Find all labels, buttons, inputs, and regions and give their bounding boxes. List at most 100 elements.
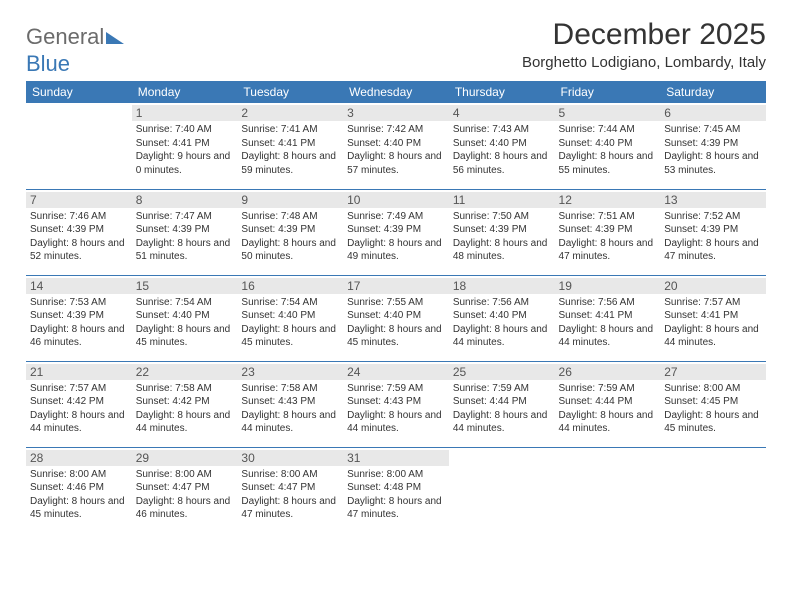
- sunset-text: Sunset: 4:44 PM: [453, 395, 551, 409]
- day-info: Sunrise: 7:49 AMSunset: 4:39 PMDaylight:…: [347, 210, 445, 264]
- calendar-day-cell: 25 Sunrise: 7:59 AMSunset: 4:44 PMDayligh…: [449, 361, 555, 447]
- weekday-header: Monday: [132, 81, 238, 103]
- weekday-header: Saturday: [660, 81, 766, 103]
- day-number: 14: [26, 278, 132, 294]
- sunrise-text: Sunrise: 7:43 AM: [453, 123, 551, 137]
- sunrise-text: Sunrise: 7:56 AM: [453, 296, 551, 310]
- day-number: 12: [555, 192, 661, 208]
- sunset-text: Sunset: 4:39 PM: [241, 223, 339, 237]
- day-number: 25: [449, 364, 555, 380]
- calendar-day-cell: 8Sunrise: 7:47 AMSunset: 4:39 PMDaylight…: [132, 189, 238, 275]
- sunset-text: Sunset: 4:39 PM: [664, 137, 762, 151]
- calendar-day-cell: 18Sunrise: 7:56 AMSunset: 4:40 PMDayligh…: [449, 275, 555, 361]
- sunset-text: Sunset: 4:40 PM: [241, 309, 339, 323]
- day-info: Sunrise: 7:58 AMSunset: 4:42 PMDaylight:…: [136, 382, 234, 436]
- calendar-day-cell: 31 Sunrise: 8:00 AMSunset: 4:48 PMDayligh…: [343, 447, 449, 533]
- sunset-text: Sunset: 4:48 PM: [347, 481, 445, 495]
- daylight-text: Daylight: 8 hours and 44 minutes.: [559, 409, 657, 436]
- day-number: 17: [343, 278, 449, 294]
- sunrise-text: Sunrise: 7:49 AM: [347, 210, 445, 224]
- sunset-text: Sunset: 4:40 PM: [347, 137, 445, 151]
- sunset-text: Sunset: 4:39 PM: [30, 309, 128, 323]
- calendar-day-cell: 6Sunrise: 7:45 AMSunset: 4:39 PMDaylight…: [660, 103, 766, 189]
- calendar-day-cell: 15 Sunrise: 7:54 AMSunset: 4:40 PMDayligh…: [132, 275, 238, 361]
- sunrise-text: Sunrise: 7:59 AM: [453, 382, 551, 396]
- sunset-text: Sunset: 4:40 PM: [347, 309, 445, 323]
- sunset-text: Sunset: 4:46 PM: [30, 481, 128, 495]
- logo-triangle-icon: [106, 32, 124, 44]
- day-number: 13: [660, 192, 766, 208]
- sunrise-text: Sunrise: 7:45 AM: [664, 123, 762, 137]
- calendar-page: General December 2025 Borghetto Lodigian…: [0, 0, 792, 551]
- sunrise-text: Sunrise: 7:44 AM: [559, 123, 657, 137]
- sunset-text: Sunset: 4:45 PM: [664, 395, 762, 409]
- sunset-text: Sunset: 4:47 PM: [136, 481, 234, 495]
- daylight-text: Daylight: 8 hours and 50 minutes.: [241, 237, 339, 264]
- day-info: Sunrise: 7:54 AMSunset: 4:40 PMDaylight:…: [136, 296, 234, 350]
- day-number: 10: [343, 192, 449, 208]
- month-title: December 2025: [522, 18, 766, 52]
- daylight-text: Daylight: 9 hours and 0 minutes.: [136, 150, 234, 177]
- sunrise-text: Sunrise: 7:41 AM: [241, 123, 339, 137]
- calendar-day-cell: 20Sunrise: 7:57 AMSunset: 4:41 PMDayligh…: [660, 275, 766, 361]
- calendar-day-cell: 29Sunrise: 8:00 AMSunset: 4:47 PMDayligh…: [132, 447, 238, 533]
- daylight-text: Daylight: 8 hours and 44 minutes.: [241, 409, 339, 436]
- day-number: 15: [132, 278, 238, 294]
- sunset-text: Sunset: 4:47 PM: [241, 481, 339, 495]
- sunrise-text: Sunrise: 7:56 AM: [559, 296, 657, 310]
- day-number: 19: [555, 278, 661, 294]
- day-number: 31: [343, 450, 449, 466]
- calendar-day-cell: 2Sunrise: 7:41 AMSunset: 4:41 PMDaylight…: [237, 103, 343, 189]
- day-info: Sunrise: 7:59 AMSunset: 4:43 PMDaylight:…: [347, 382, 445, 436]
- day-info: Sunrise: 7:59 AMSunset: 4:44 PMDaylight:…: [453, 382, 551, 436]
- day-number: 22: [132, 364, 238, 380]
- sunrise-text: Sunrise: 8:00 AM: [30, 468, 128, 482]
- day-info: Sunrise: 7:46 AMSunset: 4:39 PMDaylight:…: [30, 210, 128, 264]
- day-info: Sunrise: 7:53 AMSunset: 4:39 PMDaylight:…: [30, 296, 128, 350]
- sunset-text: Sunset: 4:40 PM: [453, 309, 551, 323]
- day-number: 20: [660, 278, 766, 294]
- sunset-text: Sunset: 4:39 PM: [559, 223, 657, 237]
- sunrise-text: Sunrise: 7:42 AM: [347, 123, 445, 137]
- day-info: Sunrise: 8:00 AMSunset: 4:47 PMDaylight:…: [241, 468, 339, 522]
- day-info: Sunrise: 8:00 AMSunset: 4:48 PMDaylight:…: [347, 468, 445, 522]
- day-info: Sunrise: 7:57 AMSunset: 4:42 PMDaylight:…: [30, 382, 128, 436]
- day-number: 5: [555, 105, 661, 121]
- day-number: 7: [26, 192, 132, 208]
- daylight-text: Daylight: 8 hours and 44 minutes.: [664, 323, 762, 350]
- sunrise-text: Sunrise: 8:00 AM: [136, 468, 234, 482]
- day-info: Sunrise: 8:00 AMSunset: 4:46 PMDaylight:…: [30, 468, 128, 522]
- sunrise-text: Sunrise: 7:46 AM: [30, 210, 128, 224]
- daylight-text: Daylight: 8 hours and 46 minutes.: [30, 323, 128, 350]
- day-number: 4: [449, 105, 555, 121]
- daylight-text: Daylight: 8 hours and 45 minutes.: [136, 323, 234, 350]
- sunset-text: Sunset: 4:39 PM: [30, 223, 128, 237]
- day-info: Sunrise: 7:52 AMSunset: 4:39 PMDaylight:…: [664, 210, 762, 264]
- calendar-day-cell: [555, 447, 661, 533]
- calendar-day-cell: 22 Sunrise: 7:58 AMSunset: 4:42 PMDayligh…: [132, 361, 238, 447]
- logo-text-2: Blue: [26, 51, 70, 76]
- daylight-text: Daylight: 8 hours and 48 minutes.: [453, 237, 551, 264]
- daylight-text: Daylight: 8 hours and 44 minutes.: [453, 409, 551, 436]
- daylight-text: Daylight: 8 hours and 47 minutes.: [241, 495, 339, 522]
- calendar-table: Sunday Monday Tuesday Wednesday Thursday…: [26, 81, 766, 533]
- daylight-text: Daylight: 8 hours and 45 minutes.: [347, 323, 445, 350]
- daylight-text: Daylight: 8 hours and 47 minutes.: [664, 237, 762, 264]
- sunset-text: Sunset: 4:43 PM: [241, 395, 339, 409]
- sunrise-text: Sunrise: 7:55 AM: [347, 296, 445, 310]
- day-number: 6: [660, 105, 766, 121]
- logo: General: [26, 18, 124, 50]
- calendar-day-cell: 30Sunrise: 8:00 AMSunset: 4:47 PMDayligh…: [237, 447, 343, 533]
- daylight-text: Daylight: 8 hours and 51 minutes.: [136, 237, 234, 264]
- sunrise-text: Sunrise: 7:59 AM: [347, 382, 445, 396]
- calendar-week-row: 28Sunrise: 8:00 AMSunset: 4:46 PMDayligh…: [26, 447, 766, 533]
- calendar-day-cell: 19Sunrise: 7:56 AMSunset: 4:41 PMDayligh…: [555, 275, 661, 361]
- sunrise-text: Sunrise: 8:00 AM: [664, 382, 762, 396]
- calendar-day-cell: 24Sunrise: 7:59 AMSunset: 4:43 PMDayligh…: [343, 361, 449, 447]
- calendar-day-cell: 7 Sunrise: 7:46 AMSunset: 4:39 PMDaylight…: [26, 189, 132, 275]
- daylight-text: Daylight: 8 hours and 47 minutes.: [347, 495, 445, 522]
- sunrise-text: Sunrise: 7:52 AM: [664, 210, 762, 224]
- sunset-text: Sunset: 4:40 PM: [136, 309, 234, 323]
- daylight-text: Daylight: 8 hours and 57 minutes.: [347, 150, 445, 177]
- day-info: Sunrise: 7:42 AMSunset: 4:40 PMDaylight:…: [347, 123, 445, 177]
